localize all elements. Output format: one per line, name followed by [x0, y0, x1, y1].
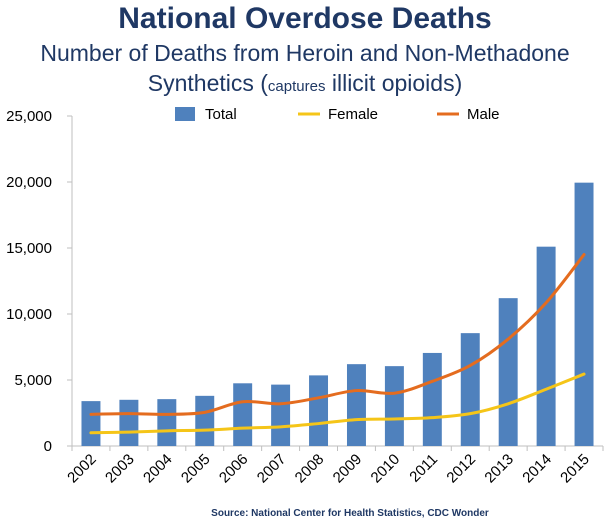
x-tick-label: 2006	[216, 451, 252, 487]
subtitle-text-b: illicit opioids)	[325, 70, 463, 96]
bar-total-2015	[574, 182, 594, 446]
bar-total-2006	[233, 383, 253, 446]
chart-subtitle: Number of Deaths from Heroin and Non-Met…	[0, 38, 610, 102]
bar-total-2014	[536, 246, 556, 446]
subtitle-small-text: captures	[267, 78, 326, 95]
bar-total-2005	[195, 395, 215, 446]
line-female	[89, 372, 586, 435]
bar-total-2013	[498, 298, 518, 446]
x-tick-label: 2014	[519, 451, 555, 487]
bar-total-2008	[309, 375, 329, 446]
subtitle-line-1: Number of Deaths from Heroin and Non-Met…	[40, 40, 570, 66]
y-tick-label: 10,000	[6, 306, 52, 323]
x-tick-label: 2010	[368, 451, 404, 487]
bar-total-2010	[384, 366, 404, 446]
x-tick-label: 2002	[64, 451, 100, 487]
x-tick-label: 2005	[178, 451, 214, 487]
subtitle-line-2: Synthetics (captures illicit opioids)	[0, 68, 610, 102]
x-tick-label: 2015	[557, 451, 593, 487]
y-tick-label: 15,000	[6, 240, 52, 257]
bar-total-2012	[460, 333, 480, 446]
bar-total-2002	[81, 401, 101, 446]
bar-total-2007	[271, 384, 291, 446]
legend: Total Female Male	[175, 106, 500, 123]
bar-total-2011	[422, 352, 442, 446]
x-tick-label: 2013	[481, 451, 517, 487]
x-tick-label: 2009	[330, 451, 366, 487]
line-male	[89, 253, 586, 416]
bar-total-2009	[346, 364, 366, 446]
legend-label-total: Total	[205, 106, 237, 123]
x-tick-label: 2011	[406, 451, 441, 486]
subtitle-text-a: Synthetics (	[147, 70, 268, 96]
series-lines	[89, 253, 586, 435]
y-tick-label: 25,000	[6, 108, 52, 125]
legend-swatch-total	[175, 107, 195, 121]
source-note: Source: National Center for Health Stati…	[211, 508, 489, 519]
legend-label-male: Male	[467, 106, 500, 123]
y-axis: 0 5,000 10,000 15,000 20,000 25,000	[6, 108, 73, 455]
x-tick-label: 2008	[292, 451, 328, 487]
bar-total-2004	[157, 399, 177, 446]
x-tick-label: 2004	[140, 451, 176, 487]
total-bars	[81, 182, 594, 446]
x-tick-label: 2003	[102, 451, 138, 487]
y-tick-label: 20,000	[6, 174, 52, 191]
chart-title: National Overdose Deaths	[118, 2, 492, 35]
y-tick-label: 0	[44, 438, 52, 455]
bar-total-2003	[119, 399, 139, 446]
y-tick-label: 5,000	[14, 372, 52, 389]
legend-label-female: Female	[328, 106, 378, 123]
x-tick-label: 2012	[443, 451, 479, 487]
x-axis: 2002 2003 2004 2005 2006 2007 2008 2009 2010 2011…	[64, 445, 604, 487]
x-tick-label: 2007	[254, 451, 290, 487]
